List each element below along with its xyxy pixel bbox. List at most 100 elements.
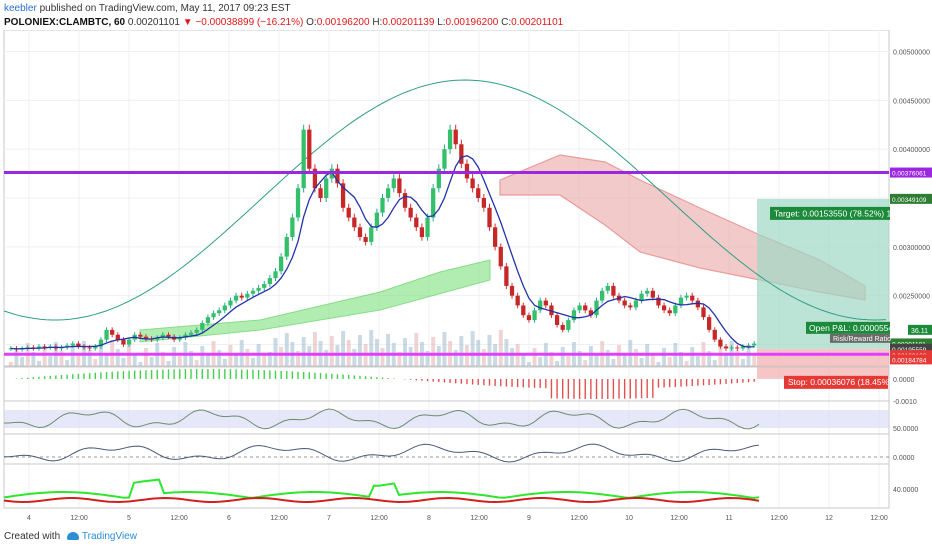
- candle-body: [36, 346, 42, 349]
- osc3-tick: 40.0000: [893, 487, 918, 494]
- candle-body: [695, 300, 701, 308]
- volume-bar: [622, 354, 627, 366]
- candle-body: [605, 285, 610, 291]
- volume-bar: [470, 331, 475, 366]
- candle-body: [470, 178, 475, 189]
- volume-bar: [37, 361, 41, 366]
- candle-body: [746, 345, 751, 347]
- osc1-band: [4, 410, 889, 428]
- price-label-0: 0.00376061: [892, 171, 927, 178]
- x-tick-label: 7: [327, 515, 331, 522]
- candle-body: [532, 310, 537, 321]
- x-tick-label: 4: [27, 515, 31, 522]
- candle-body: [250, 290, 256, 294]
- candle-body: [256, 287, 261, 291]
- x-tick-label: 9: [527, 515, 531, 522]
- x-tick-label: 12:00: [770, 515, 788, 522]
- candle-body: [166, 334, 171, 337]
- hist-tick-1: -0.0010: [893, 399, 917, 406]
- x-tick-label: 12:00: [470, 515, 488, 522]
- price-label-bg: [890, 354, 932, 365]
- pnl-label-bg: [806, 321, 890, 334]
- volume-bar: [380, 348, 385, 366]
- volume-bar: [217, 350, 222, 366]
- candle-body: [673, 305, 678, 314]
- volume-bar: [436, 346, 441, 366]
- volume-bar: [735, 350, 740, 366]
- volume-bar: [160, 352, 165, 366]
- volume-bar: [510, 348, 514, 366]
- volume-bar: [48, 356, 53, 366]
- candle-body: [346, 207, 351, 218]
- candle-body: [155, 337, 160, 340]
- tradingview-brand[interactable]: TradingView: [81, 531, 137, 542]
- volume-bar: [403, 338, 407, 366]
- volume-bar: [633, 349, 638, 366]
- created-with-label: Created with: [4, 531, 61, 542]
- candle-body: [645, 290, 650, 294]
- volume-bar: [549, 352, 554, 366]
- candle-body: [436, 168, 441, 189]
- candle-body: [138, 334, 143, 337]
- candle-body: [93, 346, 98, 349]
- volume-bar: [650, 353, 655, 366]
- volume-bar: [538, 357, 543, 366]
- symbol-name[interactable]: POLONIEX:CLAMBTC, 60: [4, 17, 126, 28]
- candle-body: [87, 347, 92, 349]
- candle-body: [278, 256, 284, 272]
- candle-body: [599, 290, 605, 301]
- price-label-bg: [890, 343, 932, 354]
- candle-body: [183, 334, 188, 338]
- y-tick-label: 0.00500000: [893, 49, 930, 56]
- candle-body: [98, 339, 104, 347]
- volume-bar: [397, 352, 402, 366]
- footer: Created with TradingView: [4, 531, 137, 542]
- volume-bar: [442, 332, 447, 366]
- volume-bar: [234, 354, 239, 366]
- price-label-bg: [890, 338, 932, 349]
- volume-bar: [284, 333, 289, 366]
- cycle-curve: [3, 79, 887, 321]
- y-tick-label: 0.00450000: [893, 98, 930, 105]
- candle-body: [735, 347, 740, 349]
- volume-bar: [267, 352, 272, 366]
- candle-body: [447, 129, 453, 150]
- x-tick-label: 12:00: [870, 515, 888, 522]
- candle-body: [290, 217, 295, 238]
- candle-body: [104, 329, 109, 340]
- publish-line: keebler published on TradingView.com, Ma…: [4, 3, 932, 14]
- price-chart[interactable]: 0.005000000.004500000.004000000.00350000…: [0, 30, 932, 528]
- volume-bar: [59, 351, 64, 366]
- x-tick-label: 6: [227, 515, 231, 522]
- volume-bar: [577, 351, 582, 366]
- ohlc-high-label: H:: [372, 17, 383, 28]
- candle-body: [301, 129, 306, 189]
- ohlc-open-label: O:: [306, 17, 317, 28]
- volume-bar: [369, 330, 374, 366]
- ohlc-open-value: 0.00196200: [316, 17, 370, 28]
- x-tick-label: 10: [625, 515, 633, 522]
- candle-body: [701, 307, 706, 318]
- price-label-1: 0.00349109: [892, 197, 927, 204]
- volume-bar: [718, 346, 723, 366]
- volume-bar: [104, 354, 109, 366]
- volume-bar: [453, 350, 458, 366]
- volume-bar: [307, 346, 312, 366]
- y-tick-label: 0.00400000: [893, 147, 930, 154]
- volume-bar: [481, 349, 486, 366]
- candle-body: [188, 332, 194, 335]
- author-link[interactable]: keebler: [4, 3, 37, 14]
- candle-body: [340, 183, 346, 208]
- candle-body: [661, 305, 667, 311]
- candle-body: [481, 198, 487, 208]
- candle-body: [690, 295, 695, 301]
- candle-body: [414, 217, 419, 228]
- volume-bar: [352, 349, 357, 366]
- target-label-bg: [770, 206, 890, 220]
- candle-body: [459, 144, 464, 164]
- volume-bar: [341, 331, 346, 366]
- volume-bar: [487, 335, 492, 366]
- candle-body: [588, 310, 594, 316]
- candle-body: [324, 178, 329, 198]
- candle-body: [402, 193, 408, 208]
